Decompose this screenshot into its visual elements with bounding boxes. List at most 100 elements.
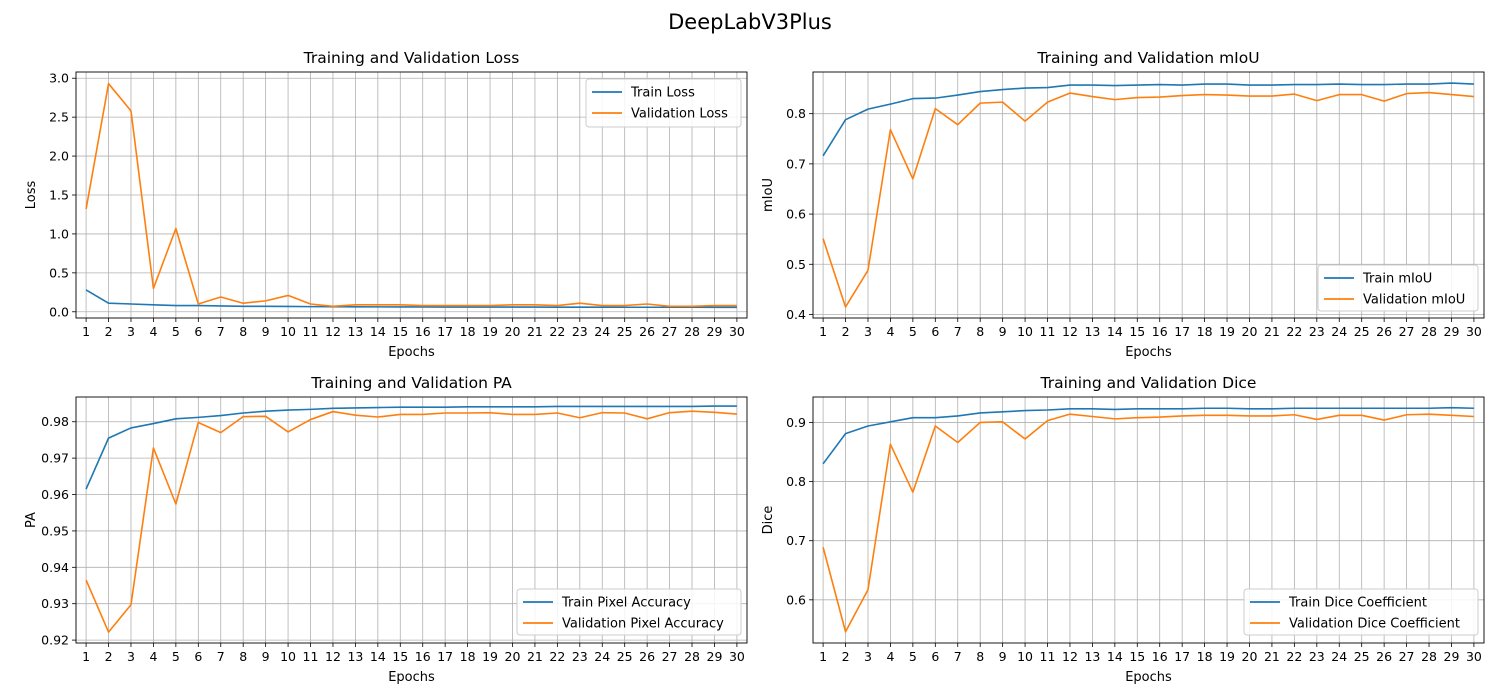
x-tick-label: 10 bbox=[280, 649, 296, 664]
x-tick-label: 2 bbox=[105, 649, 113, 664]
subplot-title: Training and Validation Loss bbox=[303, 49, 520, 67]
legend-box bbox=[585, 78, 742, 128]
x-tick-label: 22 bbox=[1286, 649, 1302, 664]
y-tick-label: 0.98 bbox=[41, 414, 69, 429]
x-tick-label: 24 bbox=[594, 649, 610, 664]
x-tick-label: 11 bbox=[303, 324, 319, 339]
x-tick-label: 27 bbox=[662, 324, 678, 339]
x-tick-label: 19 bbox=[1219, 649, 1235, 664]
x-tick-label: 16 bbox=[1152, 324, 1168, 339]
x-tick-label: 17 bbox=[1174, 649, 1190, 664]
x-tick-label: 6 bbox=[194, 324, 202, 339]
x-tick-label: 16 bbox=[1152, 649, 1168, 664]
y-tick-label: 0.92 bbox=[41, 633, 69, 648]
x-tick-label: 30 bbox=[729, 324, 745, 339]
legend: Train Loss Validation Loss bbox=[585, 78, 742, 128]
x-tick-label: 26 bbox=[639, 324, 655, 339]
x-tick-label: 7 bbox=[954, 649, 962, 664]
x-tick-label: 23 bbox=[1309, 324, 1325, 339]
y-tick-label: 0.6 bbox=[786, 207, 806, 222]
subplot-3: 1 2 3 4 5 6 7 8 9 10 11 12 13 14 15 16 17 18 19 20 21 22 23 24 2… bbox=[24, 374, 748, 685]
x-tick-label: 9 bbox=[999, 649, 1007, 664]
x-tick-label: 18 bbox=[460, 324, 476, 339]
y-axis-label: PA bbox=[24, 512, 39, 528]
x-tick-label: 3 bbox=[864, 324, 872, 339]
y-tick-label: 0.8 bbox=[786, 474, 806, 489]
x-tick-label: 25 bbox=[1354, 649, 1370, 664]
x-tick-label: 22 bbox=[1286, 324, 1302, 339]
x-tick-label: 5 bbox=[909, 324, 917, 339]
y-tick-label: 0.95 bbox=[41, 523, 69, 538]
y-tick-label: 0.7 bbox=[786, 533, 806, 548]
x-tick-label: 5 bbox=[909, 649, 917, 664]
x-tick-label: 21 bbox=[527, 649, 543, 664]
subplots: 1 2 3 4 5 6 7 8 9 10 11 12 13 14 15 16 17 18 19 20 21 22 23 24 2… bbox=[24, 49, 1485, 685]
y-axis-label: Loss bbox=[24, 181, 39, 210]
y-tick-label: 0.5 bbox=[786, 257, 806, 272]
axes-frame bbox=[75, 396, 748, 644]
x-tick-label: 25 bbox=[617, 649, 633, 664]
x-tick-label: 20 bbox=[1242, 649, 1258, 664]
x-tick-label: 2 bbox=[842, 649, 850, 664]
y-tick-label: 0.8 bbox=[786, 106, 806, 121]
y-tick-label: 0.94 bbox=[41, 560, 69, 575]
series-line-validation bbox=[822, 91, 1474, 308]
y-tick-label: 0.97 bbox=[41, 451, 69, 466]
x-tick-label: 25 bbox=[1354, 324, 1370, 339]
legend-label: Validation Dice Coefficient bbox=[1289, 617, 1460, 632]
x-tick-label: 13 bbox=[1084, 324, 1100, 339]
x-tick-label: 27 bbox=[1399, 649, 1415, 664]
x-tick-label: 2 bbox=[105, 324, 113, 339]
x-tick-label: 27 bbox=[1399, 324, 1415, 339]
series-line-train bbox=[822, 82, 1474, 157]
x-tick-label: 28 bbox=[684, 649, 700, 664]
x-tick-label: 5 bbox=[172, 324, 180, 339]
subplot-title: Training and Validation Dice bbox=[1040, 374, 1257, 392]
x-tick-label: 15 bbox=[1129, 324, 1145, 339]
x-tick-label: 24 bbox=[1331, 649, 1347, 664]
series-line-train bbox=[85, 405, 737, 490]
x-axis-label: Epochs bbox=[388, 345, 435, 360]
x-tick-label: 5 bbox=[172, 649, 180, 664]
x-tick-label: 10 bbox=[280, 324, 296, 339]
x-tick-label: 22 bbox=[549, 324, 565, 339]
x-axis-label: Epochs bbox=[1125, 345, 1172, 360]
x-tick-label: 14 bbox=[1107, 324, 1123, 339]
x-tick-label: 20 bbox=[1242, 324, 1258, 339]
x-tick-label: 4 bbox=[149, 649, 157, 664]
series-line-validation bbox=[85, 82, 737, 308]
x-tick-label: 4 bbox=[149, 324, 157, 339]
series-line-validation bbox=[822, 413, 1474, 633]
x-tick-label: 15 bbox=[1129, 649, 1145, 664]
x-tick-label: 7 bbox=[217, 649, 225, 664]
x-tick-label: 9 bbox=[999, 324, 1007, 339]
x-axis-label: Epochs bbox=[1125, 670, 1172, 685]
x-tick-label: 15 bbox=[392, 324, 408, 339]
x-tick-label: 6 bbox=[931, 649, 939, 664]
y-tick-label: 0.93 bbox=[41, 596, 69, 611]
x-tick-label: 7 bbox=[954, 324, 962, 339]
x-tick-label: 8 bbox=[239, 649, 247, 664]
x-tick-label: 10 bbox=[1017, 324, 1033, 339]
axes-frame bbox=[812, 71, 1485, 319]
x-tick-label: 10 bbox=[1017, 649, 1033, 664]
legend-label: Train Dice Coefficient bbox=[1288, 596, 1427, 611]
x-tick-label: 22 bbox=[549, 649, 565, 664]
x-tick-label: 1 bbox=[819, 324, 827, 339]
x-tick-label: 27 bbox=[662, 649, 678, 664]
x-tick-label: 1 bbox=[82, 324, 90, 339]
legend: Train Dice Coefficient Validation Dice Co… bbox=[1243, 588, 1479, 636]
subplot-2: 1 2 3 4 5 6 7 8 9 10 11 12 13 14 15 16 17 18 19 20 21 22 23 24 2… bbox=[761, 49, 1485, 360]
x-tick-label: 29 bbox=[1444, 649, 1460, 664]
x-tick-label: 19 bbox=[482, 649, 498, 664]
x-tick-label: 29 bbox=[707, 324, 723, 339]
x-axis-label: Epochs bbox=[388, 670, 435, 685]
x-tick-label: 23 bbox=[1309, 649, 1325, 664]
legend: Train Pixel Accuracy Validation Pixel Acc… bbox=[516, 588, 742, 636]
x-tick-label: 13 bbox=[1084, 649, 1100, 664]
x-tick-label: 4 bbox=[886, 649, 894, 664]
y-tick-label: 1.0 bbox=[49, 226, 69, 241]
subplot-title: Training and Validation PA bbox=[310, 374, 512, 392]
